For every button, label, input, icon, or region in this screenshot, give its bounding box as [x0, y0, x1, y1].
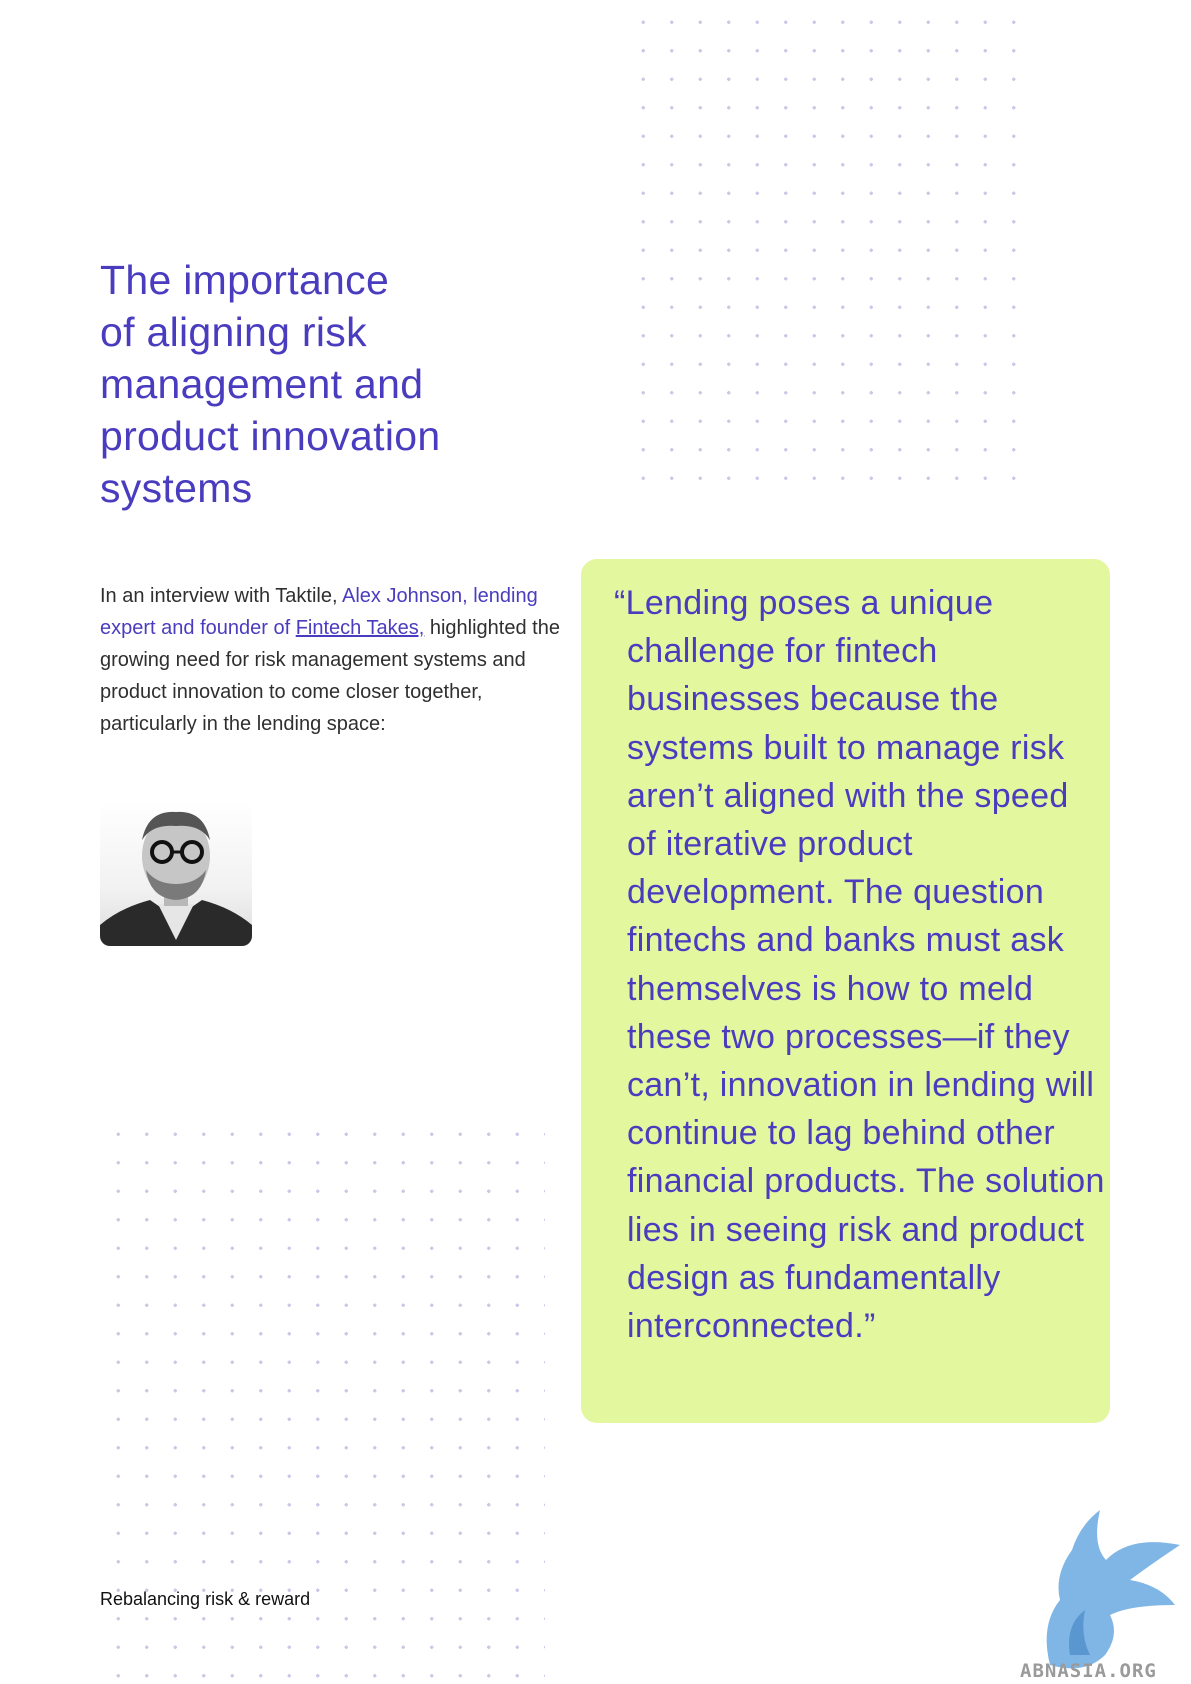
- speaker-name: Alex Johnson,: [341, 585, 468, 607]
- portrait-image: [100, 811, 252, 946]
- title-line: of aligning risk: [100, 309, 367, 355]
- title-line: product innovation: [100, 413, 441, 459]
- page-title: The importance of aligning risk manageme…: [100, 254, 530, 514]
- intro-text-continued: highlighted the growing need for risk ma…: [100, 617, 560, 735]
- griffin-logo-icon: [1046, 1510, 1180, 1669]
- speaker-role: lending expert and founder of: [100, 585, 538, 639]
- title-line: management and: [100, 361, 424, 407]
- fintech-takes-link[interactable]: Fintech Takes,: [295, 617, 425, 639]
- dot-pattern-top: [625, 0, 1025, 500]
- speaker-photo: [100, 800, 252, 946]
- quote-card: “Lending poses a unique challenge for fi…: [581, 559, 1110, 1423]
- pull-quote: “Lending poses a unique challenge for fi…: [614, 584, 1105, 1346]
- footer-document-title: Rebalancing risk & reward: [100, 1589, 311, 1609]
- watermark-text: ABNASIA.ORG: [1020, 1660, 1157, 1682]
- intro-text: In an interview with Taktile,: [100, 585, 342, 607]
- title-line: systems: [100, 465, 253, 511]
- dot-pattern-bottom: [100, 1112, 545, 1684]
- intro-paragraph: In an interview with Taktile, Alex Johns…: [100, 580, 560, 740]
- title-line: The importance: [100, 257, 390, 303]
